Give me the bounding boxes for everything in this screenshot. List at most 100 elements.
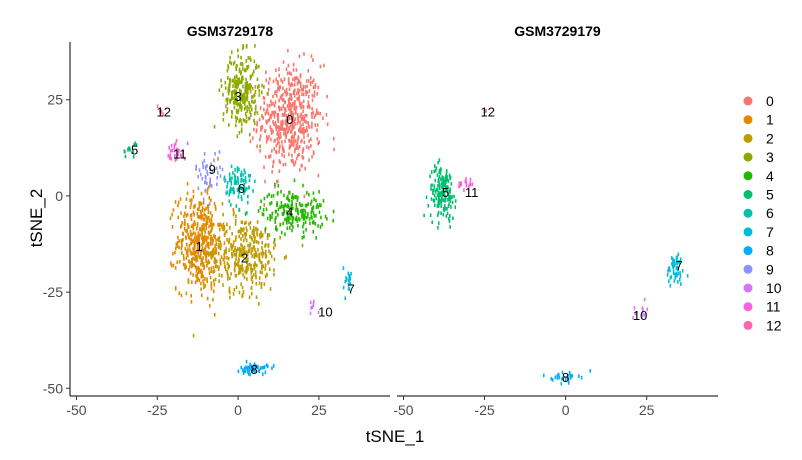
point-cluster-8 (258, 369, 261, 374)
point-cluster-2 (202, 250, 205, 255)
point-cluster-2 (234, 273, 237, 278)
point-cluster-4 (318, 210, 321, 215)
point-cluster-0 (277, 82, 279, 86)
point-cluster-6 (230, 182, 233, 186)
point-cluster-1 (208, 218, 211, 223)
point-cluster-0 (299, 73, 302, 77)
point-cluster-7 (344, 279, 347, 284)
point-cluster-9 (216, 182, 218, 187)
point-cluster-1 (187, 232, 189, 237)
point-cluster-8 (567, 377, 570, 381)
point-cluster-1 (204, 284, 207, 288)
point-cluster-2 (235, 285, 238, 290)
point-cluster-5 (431, 183, 433, 188)
point-cluster-0 (272, 164, 274, 169)
point-cluster-2 (251, 237, 253, 242)
point-cluster-5 (438, 197, 441, 202)
point-cluster-6 (229, 177, 232, 182)
point-cluster-1 (194, 238, 197, 242)
point-cluster-2 (269, 287, 272, 291)
point-cluster-7 (674, 261, 676, 266)
point-cluster-0 (272, 129, 274, 134)
point-cluster-4 (279, 205, 281, 209)
point-cluster-0 (302, 126, 305, 131)
point-cluster-0 (291, 126, 293, 131)
point-cluster-1 (189, 271, 192, 276)
point-cluster-2 (224, 267, 227, 272)
point-cluster-4 (274, 182, 276, 187)
point-cluster-4 (292, 216, 295, 220)
point-cluster-3 (256, 85, 259, 90)
point-cluster-0 (260, 125, 262, 130)
point-cluster-0 (292, 121, 294, 125)
point-cluster-0 (293, 101, 296, 105)
point-cluster-6 (247, 194, 249, 199)
point-cluster-0 (271, 149, 273, 153)
point-cluster-5 (443, 191, 446, 196)
point-cluster-4 (288, 226, 291, 230)
point-cluster-1 (196, 240, 198, 244)
point-cluster-7 (677, 271, 680, 276)
point-cluster-3 (235, 67, 238, 72)
point-cluster-2 (260, 266, 263, 271)
point-cluster-5 (436, 213, 439, 217)
point-cluster-1 (189, 205, 192, 210)
point-cluster-4 (266, 216, 269, 221)
point-cluster-2 (273, 272, 275, 277)
point-cluster-0 (301, 92, 303, 97)
point-cluster-1 (174, 266, 177, 270)
point-cluster-4 (275, 209, 278, 214)
point-cluster-0 (280, 126, 282, 131)
point-cluster-0 (279, 144, 281, 148)
point-cluster-2 (253, 266, 256, 271)
point-cluster-7 (676, 273, 678, 278)
point-cluster-0 (281, 80, 284, 84)
point-cluster-1 (206, 187, 209, 191)
point-cluster-1 (195, 269, 198, 273)
point-cluster-0 (300, 84, 302, 88)
cluster-label-10: 10 (633, 308, 647, 323)
point-cluster-5 (437, 184, 439, 188)
point-cluster-4 (268, 192, 270, 197)
point-cluster-1 (205, 244, 207, 249)
point-cluster-7 (347, 271, 350, 276)
point-cluster-8 (247, 372, 250, 376)
point-cluster-5 (441, 184, 444, 188)
point-cluster-1 (178, 291, 181, 296)
point-cluster-3 (239, 101, 241, 106)
point-cluster-1 (180, 293, 183, 298)
point-cluster-0 (284, 107, 286, 111)
point-cluster-0 (261, 124, 264, 129)
point-cluster-0 (280, 78, 282, 82)
point-cluster-3 (238, 88, 241, 93)
point-cluster-2 (232, 249, 235, 254)
point-cluster-4 (290, 195, 293, 200)
point-cluster-8 (245, 359, 248, 364)
point-cluster-0 (283, 89, 286, 94)
point-cluster-10 (633, 306, 636, 310)
point-cluster-4 (266, 194, 269, 199)
point-cluster-0 (269, 125, 272, 129)
point-cluster-0 (273, 122, 275, 127)
point-cluster-5 (434, 178, 437, 183)
point-cluster-0 (295, 156, 298, 161)
point-cluster-0 (277, 105, 280, 110)
point-cluster-3 (240, 77, 243, 82)
point-cluster-2 (221, 273, 223, 278)
point-cluster-3 (224, 86, 227, 90)
point-cluster-0 (315, 111, 318, 116)
point-cluster-0 (305, 125, 308, 130)
point-cluster-5 (436, 204, 439, 208)
point-cluster-1 (190, 280, 193, 284)
point-cluster-1 (205, 251, 208, 256)
point-cluster-2 (255, 275, 257, 280)
point-cluster-2 (238, 268, 241, 272)
point-cluster-2 (260, 234, 263, 239)
legend-item-6: 6 (743, 205, 774, 221)
point-cluster-0 (301, 155, 304, 159)
point-cluster-4 (312, 211, 315, 215)
point-cluster-5 (436, 188, 439, 192)
point-cluster-5 (427, 203, 430, 208)
point-cluster-0 (301, 163, 303, 168)
point-cluster-2 (233, 287, 236, 292)
